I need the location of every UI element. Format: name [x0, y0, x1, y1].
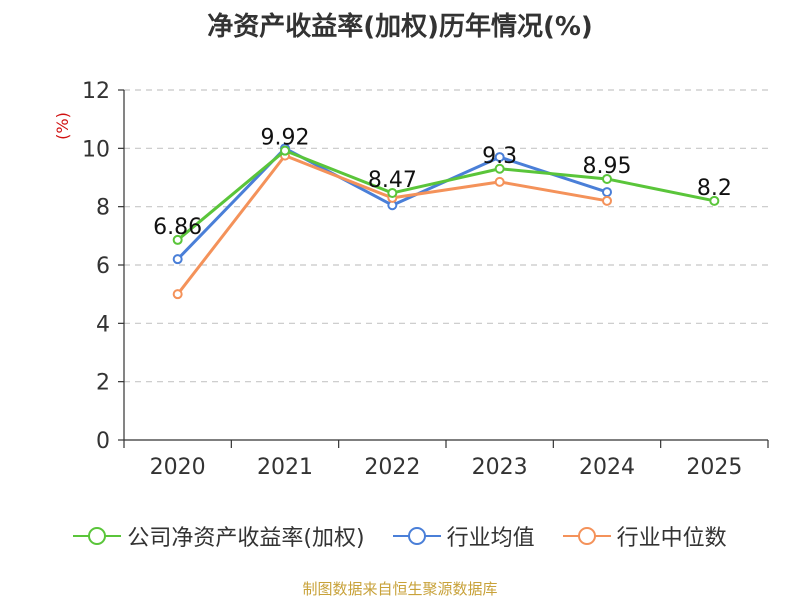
y-tick-label-10: 10: [82, 137, 110, 162]
series-0-point-2021: [280, 145, 290, 156]
y-tick-label-0: 0: [96, 429, 110, 454]
x-tick-label-2022: 2022: [364, 455, 420, 480]
legend-swatch-industry-median: [562, 527, 611, 545]
data-label-2023: 9.3: [482, 144, 517, 169]
legend-label-company: 公司净资产收益率(加权): [127, 526, 365, 551]
x-tick-label-2024: 2024: [579, 455, 635, 480]
legend-item-industry-median[interactable]: 行业中位数: [562, 520, 727, 552]
data-label-2025: 8.2: [697, 176, 732, 201]
x-tick-label-2025: 2025: [686, 455, 742, 480]
data-label-2020: 6.86: [153, 215, 202, 240]
data-label-2022: 8.47: [368, 168, 417, 193]
series-0-point-2025: [709, 195, 720, 206]
legend-swatch-industry-mean: [392, 527, 441, 545]
y-tick-label-12: 12: [82, 79, 110, 104]
source-note: 制图数据来自恒生聚源数据库: [302, 580, 498, 598]
series-line-0: [176, 149, 715, 242]
legend-item-company[interactable]: 公司净资产收益率(加权): [73, 520, 365, 552]
legend-swatch-company: [73, 527, 122, 545]
legend: 公司净资产收益率(加权) 行业均值 行业中位数: [0, 520, 800, 552]
y-tick-label-8: 8: [96, 196, 110, 221]
series-1-point-2020: [172, 254, 183, 265]
series-2-point-2023: [494, 176, 505, 187]
series-0-point-2022: [387, 187, 398, 198]
y-tick-label-2: 2: [96, 371, 110, 396]
data-label-2021: 9.92: [261, 126, 310, 151]
series-0-point-2024: [602, 173, 612, 184]
y-axis-label: (%): [53, 112, 72, 140]
y-tick-label-6: 6: [96, 254, 110, 279]
series-2-point-2024: [602, 195, 612, 206]
x-tick-label-2021: 2021: [257, 455, 313, 480]
legend-label-industry-mean: 行业均值: [446, 526, 535, 551]
series-1-point-2023: [494, 152, 505, 163]
x-tick-label-2023: 2023: [472, 455, 528, 480]
y-tick-label-4: 4: [96, 312, 110, 337]
legend-item-industry-mean[interactable]: 行业均值: [392, 520, 535, 552]
series-1-point-2024: [602, 187, 612, 198]
chart-title: 净资产收益率(加权)历年情况(%): [207, 12, 593, 42]
legend-label-industry-median: 行业中位数: [616, 526, 727, 551]
series-0-point-2023: [494, 163, 505, 174]
series-2-point-2020: [172, 289, 183, 300]
series-0-point-2020: [172, 234, 183, 245]
x-tick-label-2020: 2020: [150, 455, 206, 480]
data-label-2024: 8.95: [583, 154, 632, 179]
